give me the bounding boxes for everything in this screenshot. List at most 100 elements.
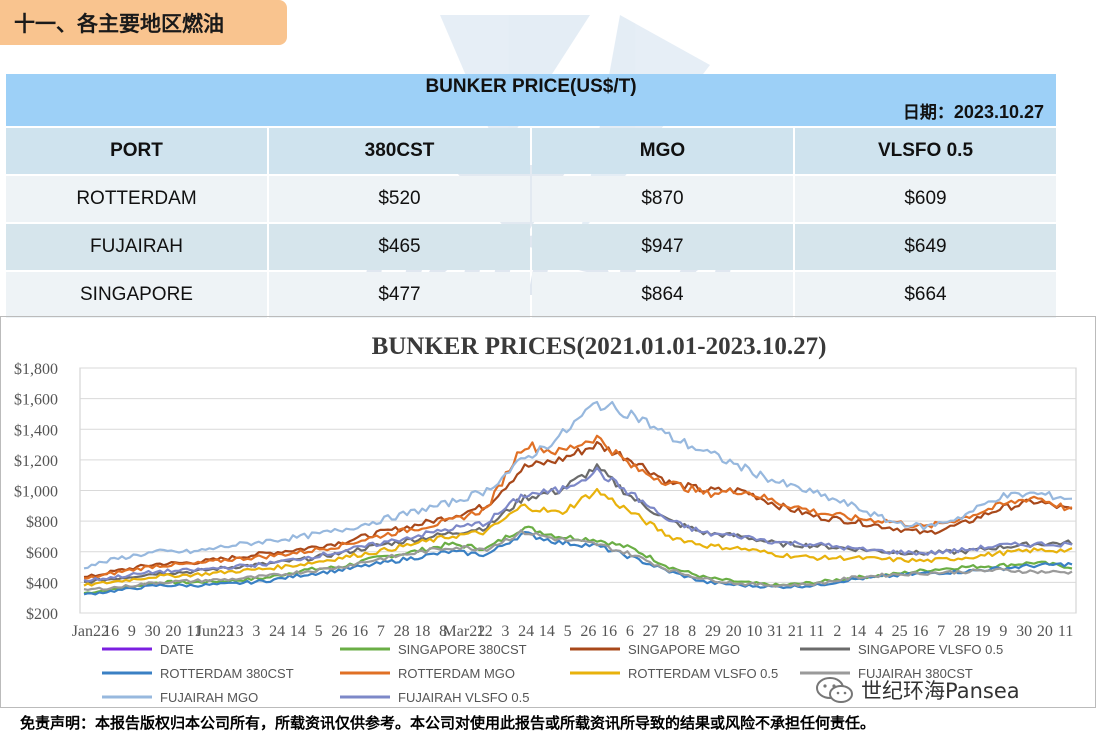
legend-label: SINGAPORE 380CST [398, 642, 527, 657]
y-tick-label: $1,200 [14, 453, 58, 470]
x-tick-label: 3 [252, 623, 260, 640]
legend-label: ROTTERDAM VLSFO 0.5 [628, 666, 778, 681]
series-line [83, 487, 1073, 587]
bunker-price-table: BUNKER PRICE(US$/T) 日期：2023.10.27 PORT 3… [4, 72, 1058, 320]
price-cell: $609 [795, 176, 1056, 222]
series-line [83, 466, 1073, 583]
x-tick-label: 28 [954, 623, 970, 640]
price-cell: $864 [532, 272, 793, 318]
x-tick-label: 14 [539, 623, 555, 640]
table-row: ROTTERDAM $520 $870 $609 [6, 176, 1056, 222]
column-header: MGO [532, 128, 793, 174]
series-line [83, 531, 1073, 596]
x-tick-label: Jun22 [196, 623, 234, 640]
x-tick-label: 20 [726, 623, 742, 640]
series-line [83, 400, 1073, 570]
x-tick-label: 16 [352, 623, 368, 640]
port-cell: ROTTERDAM [6, 176, 267, 222]
x-tick-label: 4 [875, 623, 883, 640]
x-tick-label: 5 [315, 623, 323, 640]
x-tick-label: 18 [663, 623, 679, 640]
y-tick-label: $1,800 [14, 361, 58, 378]
port-cell: FUJAIRAH [6, 224, 267, 270]
x-tick-label: 7 [937, 623, 945, 640]
x-tick-label: 9 [128, 623, 136, 640]
disclaimer: 免责声明：本报告版权归本公司所有，所载资讯仅供参考。本公司对使用此报告或所载资讯… [20, 714, 876, 732]
price-cell: $520 [269, 176, 530, 222]
y-tick-label: $600 [26, 545, 58, 562]
x-tick-label: Jan22 [72, 623, 109, 640]
legend-label: SINGAPORE VLSFO 0.5 [858, 642, 1003, 657]
x-tick-label: 16 [912, 623, 928, 640]
chart-legend: DATE SINGAPORE 380CST SINGAPORE MGO SINGAPO… [102, 642, 1003, 705]
x-tick-label: 8 [439, 623, 447, 640]
price-cell: $664 [795, 272, 1056, 318]
x-tick-label: 11 [809, 623, 824, 640]
x-tick-label: 8 [688, 623, 696, 640]
legend-label: ROTTERDAM 380CST [160, 666, 294, 681]
chart-grid [79, 367, 1077, 614]
chart-frame [0, 316, 1096, 708]
x-tick-label: 2 [833, 623, 841, 640]
x-tick-label: 24 [518, 623, 534, 640]
price-cell: $649 [795, 224, 1056, 270]
x-tick-label: 20 [1037, 623, 1053, 640]
legend-label: FUJAIRAH 380CST [858, 666, 973, 681]
x-tick-label: 3 [501, 623, 509, 640]
x-tick-label: 11 [186, 623, 201, 640]
x-tick-label: 13 [228, 623, 244, 640]
date-value: 2023.10.27 [953, 102, 1044, 122]
x-tick-label: 16 [601, 623, 617, 640]
price-cell: $477 [269, 272, 530, 318]
x-tick-label: 25 [892, 623, 908, 640]
y-tick-label: $800 [26, 514, 58, 531]
x-tick-label: 16 [103, 623, 119, 640]
x-tick-label: 12 [477, 623, 493, 640]
series-line [83, 529, 1073, 591]
x-tick-label: 26 [331, 623, 347, 640]
date-label: 日期： [902, 103, 954, 123]
column-header: 380CST [269, 128, 530, 174]
price-cell: $870 [532, 176, 793, 222]
section-title: 十一、各主要地区燃油 [0, 0, 287, 45]
y-tick-label: $1,400 [14, 422, 58, 439]
y-tick-label: $1,600 [14, 392, 58, 409]
table-row: SINGAPORE $477 $864 $664 [6, 272, 1056, 318]
x-tick-label: 24 [269, 623, 285, 640]
table-header-banner: BUNKER PRICE(US$/T) 日期：2023.10.27 [6, 74, 1056, 126]
x-tick-label: 27 [643, 623, 659, 640]
x-tick-label: 30 [1016, 623, 1032, 640]
x-tick-label: Mar22 [443, 623, 486, 640]
chart-series [83, 400, 1073, 596]
table-date: 日期：2023.10.27 [903, 98, 1044, 123]
x-tick-label: 7 [377, 623, 385, 640]
price-cell: $947 [532, 224, 793, 270]
x-tick-label: 5 [564, 623, 572, 640]
x-tick-label: 14 [290, 623, 306, 640]
series-line [83, 440, 1073, 579]
legend-label: ROTTERDAM MGO [398, 666, 515, 681]
x-tick-label: 19 [975, 623, 991, 640]
x-tick-label: 9 [999, 623, 1007, 640]
legend-label: DATE [160, 642, 194, 657]
y-tick-label: $400 [26, 575, 58, 592]
brand-text: 世纪环海Pansea [861, 679, 1020, 703]
table-row: FUJAIRAH $465 $947 $649 [6, 224, 1056, 270]
x-tick-label: 14 [850, 623, 866, 640]
y-tick-label: $1,000 [14, 484, 58, 501]
legend-label: FUJAIRAH VLSFO 0.5 [398, 690, 529, 705]
x-tick-label: 18 [414, 623, 430, 640]
y-axis: $200 $400 $600 $800 $1,000 $1,200 $1,400 $1,600… [14, 361, 58, 623]
chart-title: BUNKER PRICES(2021.01.01-2023.10.27) [372, 333, 827, 360]
x-tick-label: 21 [788, 623, 804, 640]
x-tick-label: 30 [145, 623, 161, 640]
x-tick-label: 11 [1058, 623, 1073, 640]
price-cell: $465 [269, 224, 530, 270]
column-header: VLSFO 0.5 [795, 128, 1056, 174]
table-title: BUNKER PRICE(US$/T) [425, 76, 637, 97]
port-cell: SINGAPORE [6, 272, 267, 318]
x-tick-label: 29 [705, 623, 721, 640]
legend-label: FUJAIRAH MGO [160, 690, 258, 705]
x-tick-label: 31 [767, 623, 783, 640]
